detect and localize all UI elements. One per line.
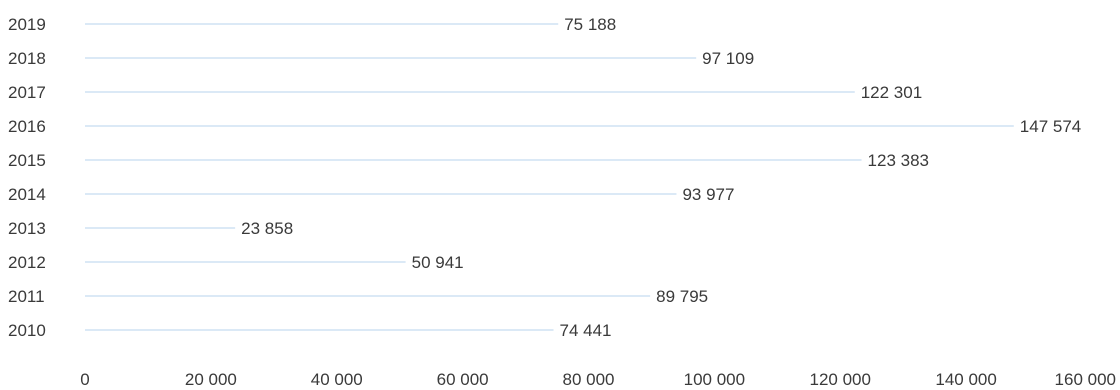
- value-labels: 74 441 89 795 50 941 23 858 93 977 123 383 147…: [241, 15, 1081, 340]
- category-label-2017: 2017: [8, 83, 46, 102]
- x-tick-label-7: 140 000: [935, 370, 996, 389]
- x-tick-label-6: 120 000: [810, 370, 871, 389]
- category-label-2010: 2010: [8, 321, 46, 340]
- bars-group: [85, 23, 1014, 331]
- bar-2012: [85, 261, 406, 263]
- bar-2019: [85, 23, 559, 25]
- bar-2016: [85, 125, 1014, 127]
- category-label-2018: 2018: [8, 49, 46, 68]
- value-label-2016: 147 574: [1020, 117, 1081, 136]
- value-label-2010: 74 441: [560, 321, 612, 340]
- x-tick-label-1: 20 000: [185, 370, 237, 389]
- category-label-2019: 2019: [8, 15, 46, 34]
- bar-2010: [85, 329, 554, 331]
- bar-2017: [85, 91, 855, 93]
- value-label-2017: 122 301: [861, 83, 922, 102]
- x-tick-label-2: 40 000: [311, 370, 363, 389]
- x-tick-label-5: 100 000: [684, 370, 745, 389]
- category-label-2016: 2016: [8, 117, 46, 136]
- bar-2015: [85, 159, 862, 161]
- value-label-2015: 123 383: [868, 151, 929, 170]
- category-label-2011: 2011: [8, 287, 45, 306]
- category-label-2012: 2012: [8, 253, 46, 272]
- value-label-2012: 50 941: [412, 253, 464, 272]
- x-tick-label-3: 60 000: [437, 370, 489, 389]
- bar-2014: [85, 193, 677, 195]
- bar-2011: [85, 295, 651, 297]
- value-label-2011: 89 795: [656, 287, 708, 306]
- x-tick-label-8: 160 000: [1055, 370, 1116, 389]
- category-labels: 2010 2011 2012 2013 2014 2015 2016 2017 2018 2019: [8, 15, 46, 340]
- category-label-2014: 2014: [8, 185, 46, 204]
- x-tick-label-4: 80 000: [563, 370, 615, 389]
- x-tick-label-0: 0: [80, 370, 89, 389]
- value-label-2018: 97 109: [702, 49, 754, 68]
- value-label-2013: 23 858: [241, 219, 293, 238]
- bar-2018: [85, 57, 697, 59]
- category-label-2015: 2015: [8, 151, 46, 170]
- value-label-2019: 75 188: [564, 15, 616, 34]
- value-label-2014: 93 977: [682, 185, 734, 204]
- bar-2013: [85, 227, 236, 229]
- x-axis-tick-labels: 0 20 000 40 000 60 000 80 000 100 000 120 000 1…: [80, 370, 1116, 389]
- category-label-2013: 2013: [8, 219, 46, 238]
